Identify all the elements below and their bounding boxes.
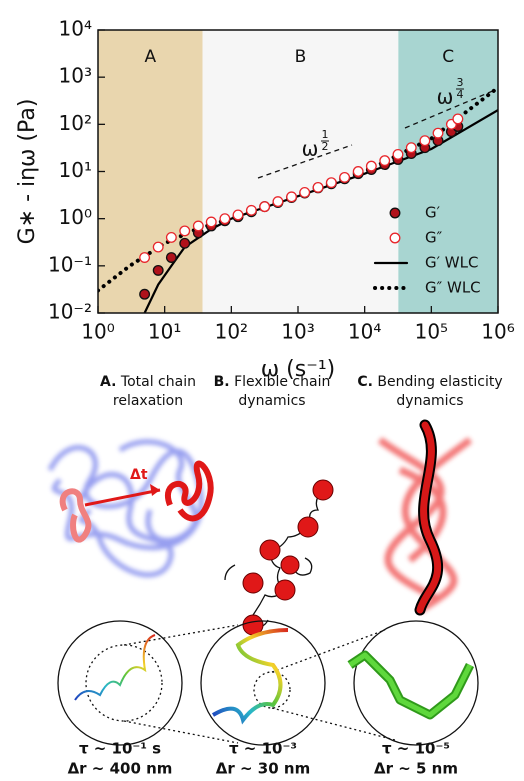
data-point — [452, 113, 464, 125]
tangled-chains — [47, 439, 204, 578]
data-point — [432, 127, 444, 139]
rod-core — [416, 421, 442, 614]
data-point — [312, 181, 324, 193]
data-point — [165, 231, 177, 243]
chain-trace — [74, 634, 156, 701]
region — [98, 30, 203, 313]
legend-label: G′ WLC — [425, 254, 478, 272]
data-point — [152, 264, 164, 276]
legend-label: G″ WLC — [425, 279, 481, 297]
region — [202, 30, 399, 313]
data-point — [179, 237, 191, 249]
x-tick-label: 10⁶ — [481, 320, 514, 344]
slope-guide — [404, 89, 496, 129]
data-point — [352, 166, 364, 177]
annotation-den: 2 — [322, 140, 329, 153]
tau-label: τ ~ 10⁻¹ s — [79, 740, 161, 758]
data-point — [259, 201, 271, 213]
y-tick-label: 10⁴ — [59, 17, 92, 41]
data-point — [299, 186, 311, 198]
data-point — [419, 135, 431, 147]
data-point — [232, 209, 244, 221]
y-tick-label: 10⁻² — [48, 300, 92, 324]
bead-spring-chain — [224, 479, 334, 636]
panel-title-line: dynamics — [238, 393, 305, 409]
chain-segment — [348, 652, 473, 718]
data-point — [405, 142, 417, 154]
data-point — [179, 225, 191, 237]
legend-marker — [389, 207, 401, 219]
panel-letter: C. — [357, 374, 373, 390]
data-point — [286, 191, 297, 203]
data-point — [392, 148, 404, 160]
data-point — [205, 216, 217, 228]
panel-title: B. Flexible chain — [214, 374, 331, 390]
arrow-head — [150, 484, 160, 496]
data-point — [339, 171, 351, 183]
y-tick-label: 10³ — [59, 64, 92, 88]
dr-label: Δr ~ 5 nm — [374, 760, 458, 778]
panel-title: C. Bending elasticity — [357, 374, 502, 390]
legend-label: G″ — [425, 229, 443, 247]
y-tick-label: 10⁰ — [59, 205, 92, 229]
y-tick-label: 10⁻¹ — [48, 252, 92, 276]
data-point — [139, 288, 151, 300]
y-tick-label: 10² — [59, 111, 92, 135]
x-tick-label: 10³ — [281, 320, 314, 344]
region-label: C — [442, 47, 454, 67]
arrow — [84, 488, 161, 507]
x-tick-label: 10⁵ — [415, 320, 448, 344]
data-point — [219, 213, 231, 225]
chain-trace — [211, 628, 289, 725]
region-label: B — [295, 47, 307, 67]
arrow-label: Δt — [130, 467, 148, 483]
annotation-base: ω — [437, 85, 454, 109]
chain-before — [59, 488, 92, 543]
annotation-num: 3 — [457, 76, 464, 89]
panel-title-line: Total chain — [120, 374, 196, 390]
data-point — [152, 241, 164, 253]
zoom-circles — [57, 620, 479, 746]
data-point — [325, 177, 337, 189]
annotation-base: ω — [302, 137, 319, 161]
panel-title-line: Bending elasticity — [377, 374, 502, 390]
panel-title-line: dynamics — [396, 393, 463, 409]
x-tick-label: 10¹ — [148, 320, 181, 344]
region-label: A — [144, 47, 156, 67]
slope-guide — [257, 144, 353, 179]
x-axis-label: ω (s⁻¹) — [261, 357, 335, 382]
data-point — [139, 252, 151, 263]
data-point — [192, 220, 204, 232]
region — [398, 30, 498, 313]
panel-title-line: Flexible chain — [234, 374, 330, 390]
dr-label: Δr ~ 30 nm — [216, 760, 310, 778]
tau-label: τ ~ 10⁻³ — [229, 740, 297, 758]
data-point — [365, 160, 377, 172]
panel-letter: B. — [214, 374, 230, 390]
x-tick-label: 10⁰ — [81, 320, 114, 344]
data-point — [272, 196, 284, 208]
annotation-num: 1 — [322, 128, 329, 141]
data-point — [245, 204, 257, 216]
x-tick-label: 10⁴ — [348, 320, 381, 344]
panel-title-line: relaxation — [113, 393, 183, 409]
dr-label: Δr ~ 400 nm — [68, 760, 173, 778]
tau-label: τ ~ 10⁻⁵ — [382, 740, 450, 758]
panel-letter: A. — [100, 374, 116, 390]
legend-label: G′ — [425, 204, 441, 222]
data-point — [379, 155, 391, 167]
y-axis-label: G∗ - iηω (Pa) — [15, 99, 40, 245]
panel-title: A. Total chain — [100, 374, 196, 390]
annotation-den: 4 — [457, 88, 464, 101]
y-tick-label: 10¹ — [59, 158, 92, 182]
legend-marker — [389, 232, 401, 244]
chain-after — [165, 460, 214, 522]
x-tick-label: 10² — [215, 320, 248, 344]
data-point — [165, 252, 177, 263]
